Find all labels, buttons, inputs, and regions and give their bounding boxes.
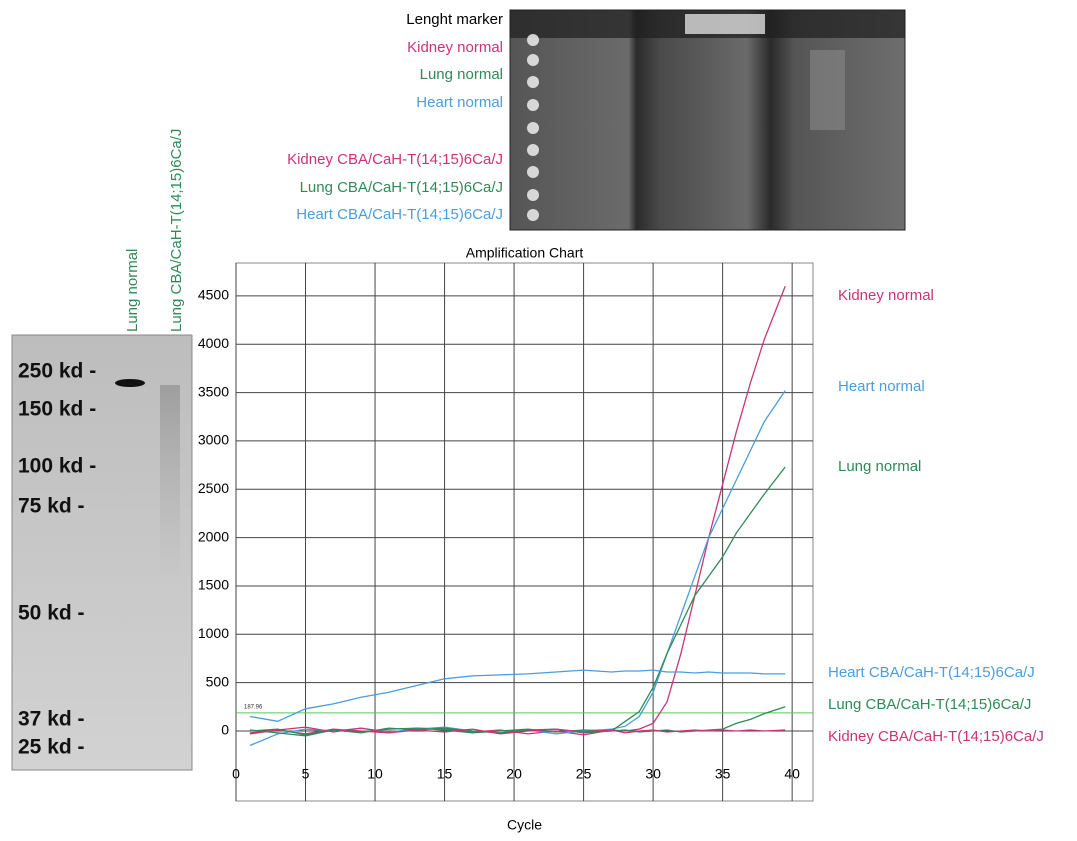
series-label: Heart normal <box>838 378 925 395</box>
series-label: Heart CBA/CaH-T(14;15)6Ca/J <box>828 664 1035 681</box>
marker-label: 100 kd - <box>18 455 96 478</box>
x-tick-label: 40 <box>784 766 800 782</box>
y-tick-label: 3000 <box>198 432 229 448</box>
y-tick-label: 500 <box>206 673 230 689</box>
marker-label: 25 kd - <box>18 736 85 759</box>
lane-label: Lung normal <box>124 249 141 332</box>
marker-label: 75 kd - <box>18 495 85 518</box>
y-tick-label: 4000 <box>198 335 229 351</box>
gel-label: Lenght marker <box>406 11 503 28</box>
series-line <box>249 706 786 736</box>
x-tick-label: 0 <box>232 766 240 782</box>
gel-label: Lung CBA/CaH-T(14;15)6Ca/J <box>300 179 503 196</box>
gel-label: Kidney normal <box>407 39 503 56</box>
plot-area <box>235 262 814 802</box>
gel-label: Lung normal <box>420 66 503 83</box>
y-tick-label: 4500 <box>198 287 229 303</box>
y-tick-label: 2000 <box>198 528 229 544</box>
y-tick-label: 1500 <box>198 577 229 593</box>
gel-image <box>509 9 906 231</box>
y-tick-label: 1000 <box>198 625 229 641</box>
y-tick-label: 2500 <box>198 480 229 496</box>
series-label: Lung normal <box>838 458 921 475</box>
marker-label: 50 kd - <box>18 602 85 625</box>
lane-label: Lung CBA/CaH-T(14;15)6Ca/J <box>168 129 185 332</box>
x-tick-label: 10 <box>367 766 383 782</box>
gel-label: Kidney CBA/CaH-T(14;15)6Ca/J <box>287 151 503 168</box>
gel-label: Heart CBA/CaH-T(14;15)6Ca/J <box>296 206 503 223</box>
marker-label: 150 kd - <box>18 398 96 421</box>
x-tick-label: 5 <box>302 766 310 782</box>
x-tick-label: 30 <box>645 766 661 782</box>
chart-title: Amplification Chart <box>466 245 584 261</box>
series-label: Kidney CBA/CaH-T(14;15)6Ca/J <box>828 728 1044 745</box>
series-label: Lung CBA/CaH-T(14;15)6Ca/J <box>828 696 1031 713</box>
series-label: Kidney normal <box>838 287 934 304</box>
x-tick-label: 15 <box>437 766 453 782</box>
x-tick-label: 25 <box>576 766 592 782</box>
marker-label: 250 kd - <box>18 360 96 383</box>
y-tick-label: 0 <box>221 722 229 738</box>
gel-label: Heart normal <box>416 94 503 111</box>
x-tick-label: 20 <box>506 766 522 782</box>
y-tick-label: 3500 <box>198 383 229 399</box>
threshold-label: 187.96 <box>244 704 263 710</box>
marker-label: 37 kd - <box>18 708 85 731</box>
series-line <box>249 669 786 722</box>
series-line <box>249 726 786 735</box>
x-tick-label: 35 <box>715 766 731 782</box>
western-blot <box>11 334 193 771</box>
x-axis-label: Cycle <box>507 817 542 833</box>
